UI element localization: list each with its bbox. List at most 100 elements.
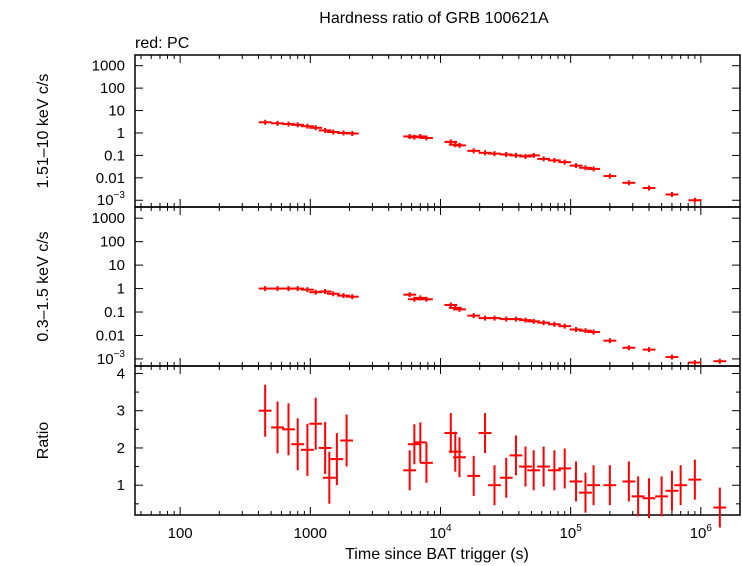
panel-hard-frame (134, 54, 741, 208)
data-point-ratio (519, 446, 532, 487)
x-tick-label-base: 10 (690, 525, 707, 542)
data-point-ratio (301, 423, 314, 476)
panel-ratio: 1 2 3 4 Ratio (35, 365, 741, 528)
data-point-soft (527, 318, 541, 324)
data-point-ratio (642, 478, 656, 519)
data-point-hard (345, 130, 359, 136)
x-tick-label: 100 (168, 525, 193, 542)
data-point-ratio (537, 446, 551, 487)
data-point-soft (587, 329, 600, 335)
data-point-soft (326, 291, 340, 297)
data-point-ratio (318, 421, 332, 474)
data-point-hard (587, 166, 600, 172)
data-point-soft (345, 294, 359, 300)
x-axis-label: Time since BAT trigger (s) (345, 546, 529, 563)
data-point-ratio (547, 450, 561, 491)
y-tick-label-soft: 10−3 (97, 349, 126, 368)
x-tick-label: 106 (690, 523, 713, 542)
y-tick-label-soft-base: 10 (97, 351, 114, 368)
chart-title: Hardness ratio of GRB 100621A (319, 10, 549, 27)
data-point-soft (519, 317, 532, 323)
data-point-soft (291, 286, 305, 292)
data-point-ratio (420, 442, 433, 483)
data-point-hard (509, 152, 523, 158)
data-point-ratio (467, 455, 481, 496)
data-point-ratio (558, 448, 572, 489)
data-point-hard (622, 180, 636, 186)
y-axis-label-soft: 0.3–1.5 keV c/s (35, 231, 52, 341)
panel-ratio-frame (134, 365, 741, 516)
data-point-ratio (603, 465, 617, 506)
data-point-hard (665, 192, 679, 198)
data-point-soft (488, 315, 501, 321)
data-point-ratio (271, 401, 284, 454)
data-point-ratio (309, 397, 323, 450)
data-point-hard (291, 122, 305, 128)
data-point-ratio (407, 424, 421, 465)
x-tick-label: 1000 (294, 525, 327, 542)
data-point-hard (579, 165, 592, 171)
y-axis-label-hard: 1.51–10 keV c/s (35, 74, 52, 189)
data-point-hard (519, 153, 532, 159)
y-tick-label-soft: 0.1 (104, 304, 125, 321)
data-point-soft (622, 345, 636, 351)
y-tick-label-soft: 100 (100, 234, 125, 251)
data-point-ratio (713, 487, 727, 528)
data-point-hard (467, 148, 481, 154)
data-point-ratio (403, 450, 417, 491)
x-tick-label: 104 (429, 523, 452, 542)
y-tick-label-soft: 0.01 (96, 327, 125, 344)
data-point-soft (420, 296, 433, 302)
x-tick-label-exponent: 6 (706, 523, 712, 534)
y-tick-label-soft: 1000 (92, 210, 125, 227)
data-point-ratio (453, 437, 466, 478)
data-point-soft (603, 338, 617, 344)
data-point-ratio (499, 457, 513, 498)
y-axis-label-ratio: Ratio (35, 422, 52, 459)
data-point-ratio (665, 470, 679, 511)
data-point-soft (665, 354, 679, 360)
data-point-hard (642, 185, 656, 191)
x-tick-label-base: 10 (429, 525, 446, 542)
data-point-ratio (674, 465, 688, 506)
chart-subtitle: red: PC (135, 35, 189, 52)
y-tick-label-hard: 100 (100, 80, 125, 97)
data-point-ratio (509, 435, 523, 476)
x-tick-label: 105 (560, 523, 583, 542)
data-point-ratio (291, 418, 305, 471)
data-point-soft (258, 286, 272, 292)
data-point-hard (688, 197, 702, 203)
y-tick-label-ratio: 4 (117, 365, 125, 382)
data-point-hard (569, 163, 583, 169)
data-point-ratio (655, 476, 669, 517)
panel-soft-frame (134, 206, 741, 367)
data-point-ratio (488, 465, 501, 506)
data-point-ratio (569, 461, 583, 502)
y-tick-label-hard-exponent: −3 (114, 190, 126, 201)
data-point-soft (403, 292, 417, 298)
data-point-soft (318, 288, 332, 294)
data-point-hard (271, 120, 284, 126)
y-tick-label-hard: 1000 (92, 58, 125, 75)
data-point-hard (444, 139, 458, 145)
data-point-ratio (587, 465, 600, 506)
data-point-hard (547, 157, 561, 163)
data-point-soft (713, 358, 727, 364)
data-point-soft (337, 293, 350, 299)
data-point-hard (258, 119, 272, 125)
data-point-ratio (631, 476, 645, 517)
data-point-soft (558, 323, 572, 329)
data-point-soft (467, 313, 481, 319)
data-point-hard (488, 151, 501, 157)
data-point-ratio (258, 384, 272, 437)
data-point-ratio (622, 461, 636, 502)
data-point-soft (547, 321, 561, 327)
y-tick-label-hard: 0.1 (104, 147, 125, 164)
data-point-hard (527, 152, 541, 158)
data-point-hard (309, 125, 323, 131)
data-point-soft (453, 306, 466, 312)
data-point-soft (301, 287, 314, 293)
